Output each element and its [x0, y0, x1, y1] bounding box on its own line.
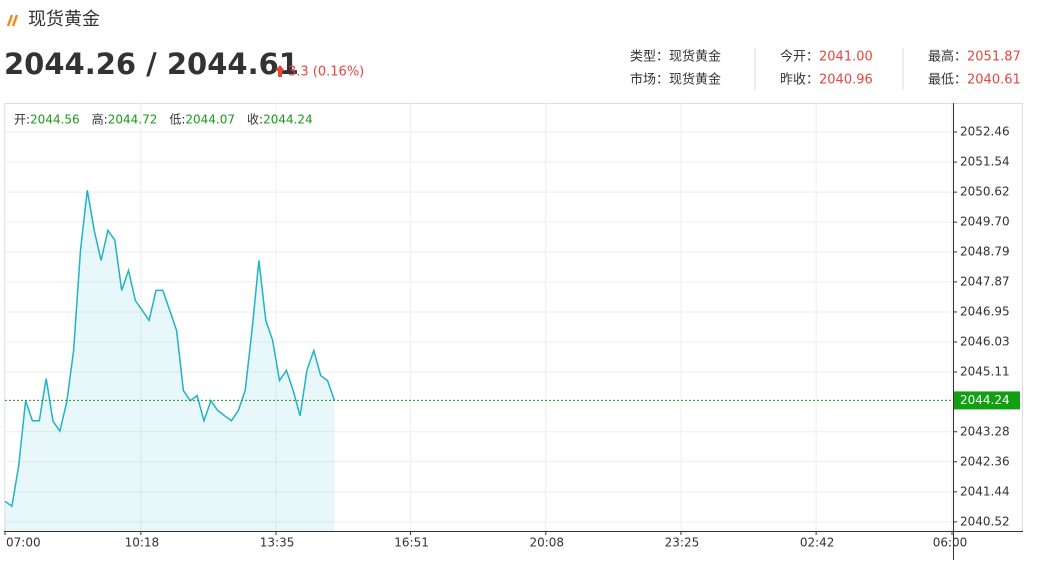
ohlc-value: 2044.56	[30, 113, 80, 127]
x-tick-label: 13:35	[260, 536, 295, 550]
info-value: 2040.96	[819, 73, 873, 88]
x-tick-label: 06:00	[933, 536, 968, 550]
info-value: 现货黄金	[669, 49, 721, 65]
last-price-label: 2044.24	[960, 393, 1010, 407]
y-tick-label: 2048.79	[960, 244, 1010, 258]
y-tick-label: 2050.62	[960, 185, 1010, 199]
y-tick-label: 2045.11	[960, 365, 1010, 379]
info-label: 类型：	[630, 50, 669, 65]
y-tick-label: 2042.36	[960, 454, 1010, 468]
page-title: 现货黄金	[28, 9, 100, 30]
x-tick-label: 16:51	[394, 536, 429, 550]
info-label: 最低：	[928, 73, 967, 88]
logo-icon	[6, 14, 19, 27]
info-value: 2041.00	[819, 50, 873, 65]
x-tick-label: 10:18	[125, 536, 160, 550]
y-tick-label: 2043.28	[960, 424, 1010, 438]
y-tick-label: 2052.46	[960, 125, 1010, 139]
ohlc-label: 开:	[14, 113, 30, 127]
ohlc-label: 低:	[169, 113, 185, 127]
y-tick-label: 2049.70	[960, 215, 1010, 229]
info-value: 现货黄金	[669, 72, 721, 88]
ohlc-label: 高:	[92, 112, 108, 127]
x-tick-label: 07:00	[6, 536, 41, 550]
price: 2044.26 / 2044.61	[4, 47, 299, 81]
x-tick-label: 23:25	[665, 536, 700, 550]
info-value: 2051.87	[967, 50, 1021, 65]
info-label: 昨收：	[780, 73, 819, 88]
info-value: 2040.61	[967, 73, 1021, 88]
area	[5, 190, 335, 531]
price-line	[4, 190, 336, 508]
y-tick-label: 2041.44	[960, 484, 1010, 498]
info-label: 市场：	[630, 72, 669, 88]
x-tick-label: 02:42	[800, 536, 835, 550]
ohlc-value: 2044.07	[185, 113, 235, 127]
ohlc-label: 收:	[247, 113, 263, 127]
x-tick-label: 20:08	[529, 536, 564, 550]
info-label: 最高：	[928, 49, 967, 65]
y-tick-label: 2040.52	[960, 514, 1010, 528]
last-price-tag	[954, 391, 1020, 410]
up-arrow	[275, 65, 285, 77]
info-label: 今开：	[780, 49, 819, 65]
y-tick-label: 2046.95	[960, 304, 1010, 318]
change: 3.3 (0.16%)	[288, 65, 364, 80]
y-tick-label: 2046.03	[960, 334, 1010, 348]
y-tick-label: 2047.87	[960, 274, 1010, 288]
ohlc-value: 2044.72	[108, 113, 158, 127]
y-tick-label: 2051.54	[960, 155, 1010, 169]
ohlc-value: 2044.24	[263, 113, 313, 127]
